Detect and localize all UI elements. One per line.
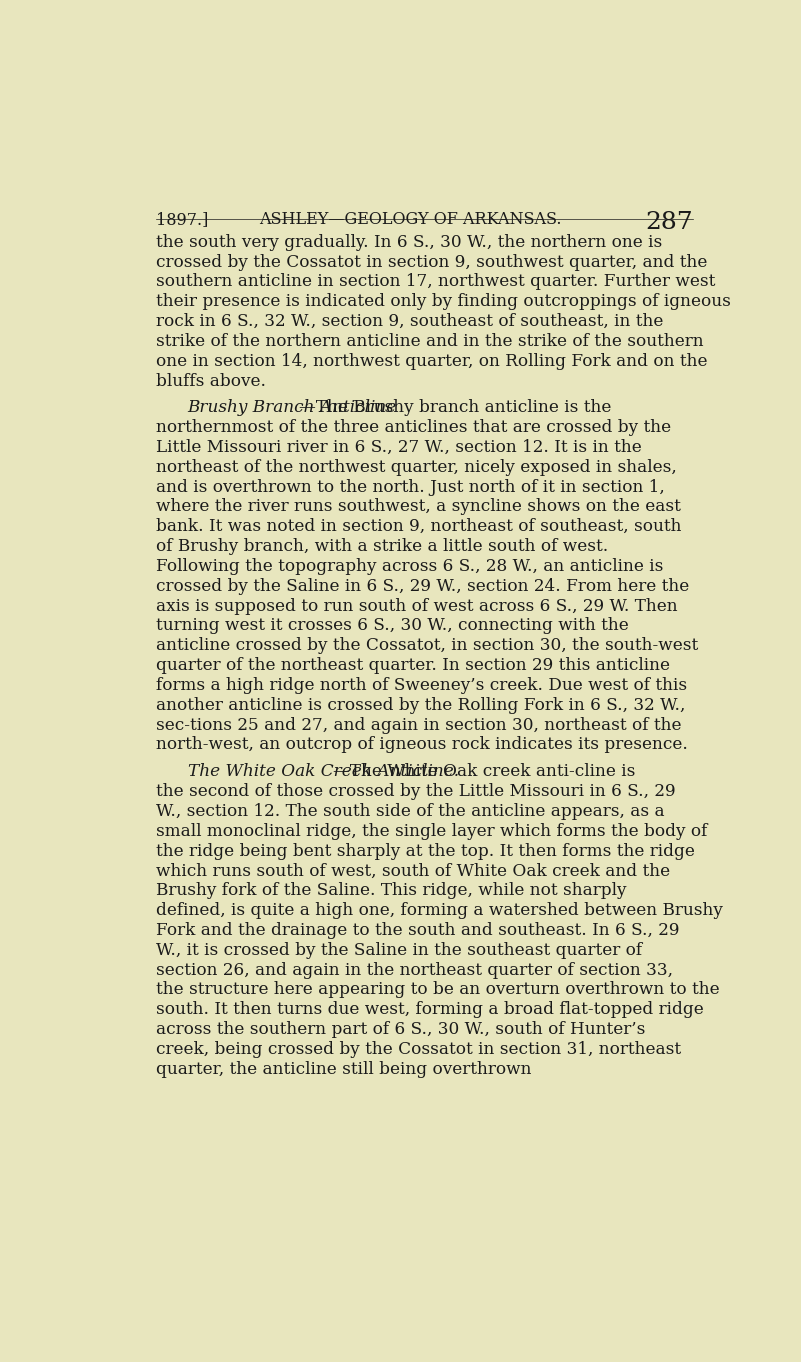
Text: defined, is quite a high one, forming a watershed between Brushy: defined, is quite a high one, forming a … [156, 902, 723, 919]
Text: of Brushy branch, with a strike a little south of west.: of Brushy branch, with a strike a little… [156, 538, 608, 556]
Text: Brushy Branch Anticline: Brushy Branch Anticline [187, 399, 396, 417]
Text: crossed by the Saline in 6 S., 29 W., section 24. From here the: crossed by the Saline in 6 S., 29 W., se… [156, 577, 689, 595]
Text: quarter of the northeast quarter. In section 29 this anticline: quarter of the northeast quarter. In sec… [156, 656, 670, 674]
Text: W., it is crossed by the Saline in the southeast quarter of: W., it is crossed by the Saline in the s… [156, 941, 642, 959]
Text: forms a high ridge north of Sweeney’s creek. Due west of this: forms a high ridge north of Sweeney’s cr… [156, 677, 687, 695]
Text: and is overthrown to the north. Just north of it in section 1,: and is overthrown to the north. Just nor… [156, 478, 665, 496]
Text: the second of those crossed by the Little Missouri in 6 S., 29: the second of those crossed by the Littl… [156, 783, 675, 799]
Text: rock in 6 S., 32 W., section 9, southeast of southeast, in the: rock in 6 S., 32 W., section 9, southeas… [156, 313, 663, 330]
Text: sec-tions 25 and 27, and again in section 30, northeast of the: sec-tions 25 and 27, and again in sectio… [156, 716, 682, 734]
Text: strike of the northern anticline and in the strike of the southern: strike of the northern anticline and in … [156, 332, 703, 350]
Text: northernmost of the three anticlines that are crossed by the: northernmost of the three anticlines tha… [156, 419, 671, 436]
Text: north-west, an outcrop of igneous rock indicates its presence.: north-west, an outcrop of igneous rock i… [156, 737, 688, 753]
Text: south. It then turns due west, forming a broad flat-topped ridge: south. It then turns due west, forming a… [156, 1001, 704, 1019]
Text: Brushy fork of the Saline. This ridge, while not sharply: Brushy fork of the Saline. This ridge, w… [156, 883, 626, 899]
Text: crossed by the Cossatot in section 9, southwest quarter, and the: crossed by the Cossatot in section 9, so… [156, 253, 707, 271]
Text: axis is supposed to run south of west across 6 S., 29 W. Then: axis is supposed to run south of west ac… [156, 598, 678, 614]
Text: turning west it crosses 6 S., 30 W., connecting with the: turning west it crosses 6 S., 30 W., con… [156, 617, 629, 635]
Text: The White Oak Creek Anticline.: The White Oak Creek Anticline. [187, 763, 459, 780]
Text: 287: 287 [646, 211, 693, 234]
Text: the ridge being bent sharply at the top. It then forms the ridge: the ridge being bent sharply at the top.… [156, 843, 695, 859]
Text: anticline crossed by the Cossatot, in section 30, the south-west: anticline crossed by the Cossatot, in se… [156, 637, 698, 654]
Text: bank. It was noted in section 9, northeast of southeast, south: bank. It was noted in section 9, northea… [156, 519, 682, 535]
Text: Following the topography across 6 S., 28 W., an anticline is: Following the topography across 6 S., 28… [156, 558, 663, 575]
Text: quarter, the anticline still being overthrown: quarter, the anticline still being overt… [156, 1061, 532, 1077]
Text: the south very gradually. In 6 S., 30 W., the northern one is: the south very gradually. In 6 S., 30 W.… [156, 234, 662, 251]
Text: small monoclinal ridge, the single layer which forms the body of: small monoclinal ridge, the single layer… [156, 823, 707, 840]
Text: another anticline is crossed by the Rolling Fork in 6 S., 32 W.,: another anticline is crossed by the Roll… [156, 697, 686, 714]
Text: which runs south of west, south of White Oak creek and the: which runs south of west, south of White… [156, 862, 670, 880]
Text: 1897.]: 1897.] [156, 211, 208, 227]
Text: across the southern part of 6 S., 30 W., south of Hunter’s: across the southern part of 6 S., 30 W.,… [156, 1022, 646, 1038]
Text: northeast of the northwest quarter, nicely exposed in shales,: northeast of the northwest quarter, nice… [156, 459, 677, 475]
Text: W., section 12. The south side of the anticline appears, as a: W., section 12. The south side of the an… [156, 802, 665, 820]
Text: southern anticline in section 17, northwest quarter. Further west: southern anticline in section 17, northw… [156, 274, 715, 290]
Text: their presence is indicated only by finding outcroppings of igneous: their presence is indicated only by find… [156, 293, 731, 311]
Text: section 26, and again in the northeast quarter of section 33,: section 26, and again in the northeast q… [156, 962, 673, 978]
Text: where the river runs southwest, a syncline shows on the east: where the river runs southwest, a syncli… [156, 498, 681, 515]
Text: Fork and the drainage to the south and southeast. In 6 S., 29: Fork and the drainage to the south and s… [156, 922, 679, 938]
Text: ASHLEY—GEOLOGY OF ARKANSAS.: ASHLEY—GEOLOGY OF ARKANSAS. [260, 211, 562, 227]
Text: —The White Oak creek anti-cline is: —The White Oak creek anti-cline is [333, 763, 636, 780]
Text: one in section 14, northwest quarter, on Rolling Fork and on the: one in section 14, northwest quarter, on… [156, 353, 707, 369]
Text: the structure here appearing to be an overturn overthrown to the: the structure here appearing to be an ov… [156, 982, 719, 998]
Text: creek, being crossed by the Cossatot in section 31, northeast: creek, being crossed by the Cossatot in … [156, 1041, 681, 1058]
Text: bluffs above.: bluffs above. [156, 373, 266, 390]
Text: Little Missouri river in 6 S., 27 W., section 12. It is in the: Little Missouri river in 6 S., 27 W., se… [156, 439, 642, 456]
Text: —The Brushy branch anticline is the: —The Brushy branch anticline is the [300, 399, 612, 417]
